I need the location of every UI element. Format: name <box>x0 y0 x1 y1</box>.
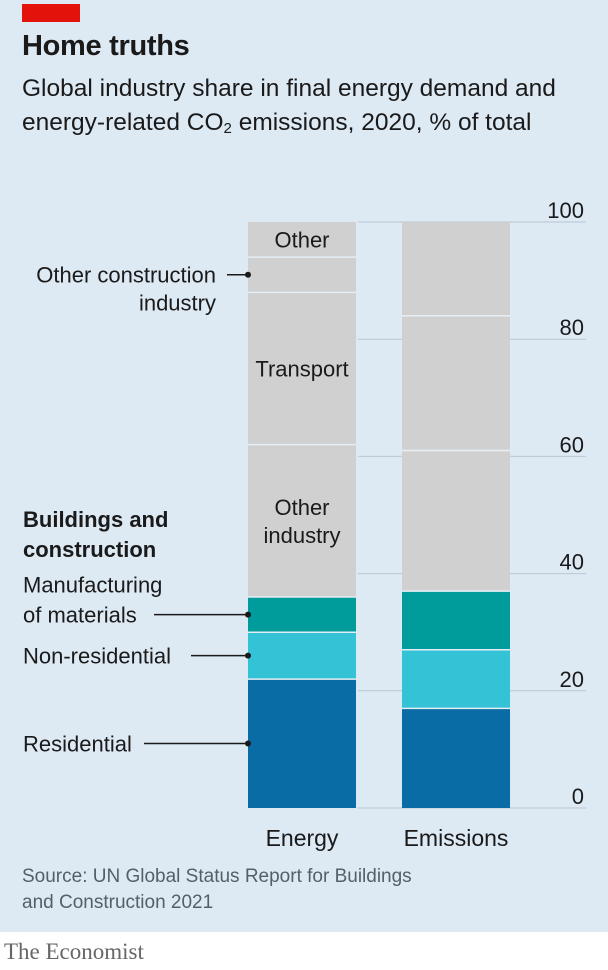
chart-subtitle: Global industry share in final energy de… <box>22 72 602 146</box>
subtitle-text-end: emissions, 2020, % of total <box>231 109 532 136</box>
leader-dot-residential <box>245 740 251 747</box>
y-tick-label-80: 80 <box>560 315 584 340</box>
subtitle-text: Global industry share in final energy de… <box>22 75 556 136</box>
chart-title: Home truths <box>22 30 190 62</box>
bar-segment-other-1 <box>402 222 510 316</box>
inbar-label-other-0: Other <box>274 228 329 253</box>
y-tick-label-100: 100 <box>547 198 584 223</box>
y-tick-label-40: 40 <box>560 550 584 575</box>
bar-segment-non-residential-0 <box>248 632 356 680</box>
bar-segment-manufacturing-of-materials-0 <box>248 597 356 633</box>
y-tick-label-60: 60 <box>560 432 584 457</box>
publisher-wordmark: The Economist <box>4 939 144 964</box>
bar-segment-non-residential-1 <box>402 649 510 709</box>
bar-segment-other-industry-0 <box>248 444 356 598</box>
group-label-line-0: Buildings and <box>23 507 168 532</box>
inbar-label-other-industry-0: Other <box>274 495 329 520</box>
bar-segment-other-0 <box>248 222 356 258</box>
y-tick-label-0: 0 <box>572 784 584 809</box>
leader-dot-non-residential <box>245 652 251 659</box>
left-label-non-residential-0: Non-residential <box>23 644 171 669</box>
x-category-label-energy: Energy <box>266 825 339 851</box>
left-label-other-construction-industry-0: Other construction <box>36 263 216 288</box>
bar-segment-manufacturing-of-materials-1 <box>402 591 510 650</box>
left-label-manufacturing-of-materials-0: Manufacturing <box>23 573 162 598</box>
inbar-label-transport-0: Transport <box>255 357 348 382</box>
inbar-label-other-industry-1: industry <box>263 523 340 548</box>
stacked-bar-chart: 0 20 40 60 80 100 Energy Emissions Other Transpor… <box>23 198 586 851</box>
source-note: Source: UN Global Status Report for Buil… <box>22 866 412 913</box>
bar-segment-other-industry-1 <box>402 450 510 592</box>
bar-segment-transport-1 <box>402 315 510 451</box>
brand-red-tag <box>22 4 80 22</box>
group-label-line-1: construction <box>23 537 156 562</box>
bar-segment-transport-0 <box>248 292 356 445</box>
bar-segment-residential-1 <box>402 708 510 808</box>
leader-dot-manufacturing-of-materials <box>245 611 251 618</box>
bar-segment-other-construction-industry-0 <box>248 257 356 293</box>
leader-dot-other-construction-industry <box>245 271 251 278</box>
left-label-residential-0: Residential <box>23 732 132 757</box>
bar-segment-residential-0 <box>248 679 356 808</box>
y-tick-label-20: 20 <box>560 667 584 692</box>
left-label-other-construction-industry-1: industry <box>139 291 216 316</box>
subtitle-subscript: 2 <box>223 120 232 137</box>
x-category-label-emissions: Emissions <box>404 825 509 851</box>
left-label-manufacturing-of-materials-1: of materials <box>23 603 137 628</box>
